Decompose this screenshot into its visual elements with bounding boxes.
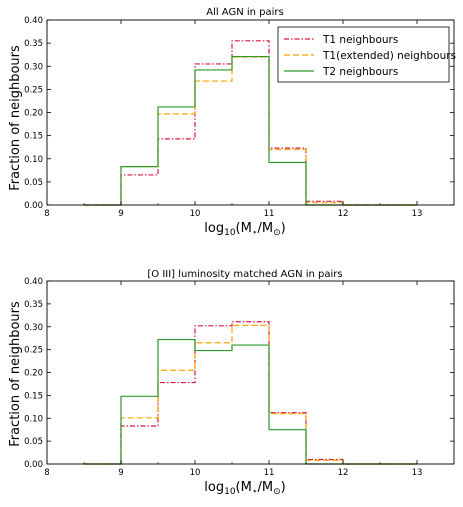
bottom-series-t1-extended-neighbours	[84, 324, 417, 465]
bottom-y-tick-label: 0.10	[24, 414, 43, 424]
top-y-tick-label: 0.25	[24, 85, 43, 95]
bottom-series-t2-neighbours	[84, 338, 417, 465]
bottom-axes-frame	[46, 280, 455, 465]
legend-label-t1: T1 neighbours	[322, 34, 398, 46]
top-panel: All AGN in pairs 8 9 10 11 12 13 0.00 0.05 0.10 0…	[8, 7, 456, 238]
bottom-x-tick-label: 9	[118, 468, 123, 478]
bottom-y-tick-label: 0.20	[24, 369, 43, 379]
bottom-y-tick-label: 0.00	[24, 460, 43, 470]
top-y-tick-label: 0.00	[24, 201, 43, 211]
legend-label-t2: T2 neighbours	[322, 66, 398, 78]
top-y-tick-label: 0.15	[24, 132, 43, 142]
top-x-tick-label: 10	[190, 209, 201, 219]
top-chart-title: All AGN in pairs	[206, 7, 284, 18]
top-y-tick-label: 0.40	[24, 16, 43, 26]
top-x-tick-label: 11	[264, 209, 275, 219]
bottom-y-tick-label: 0.30	[24, 323, 43, 333]
bottom-plot-area: 8 9 10 11 12 13 0.00 0.05 0.10 0.15 0.20 0.25 0.30 0.…	[24, 277, 455, 478]
bottom-x-tick-label: 13	[412, 468, 423, 478]
bottom-y-tick-label: 0.15	[24, 391, 43, 401]
top-plot-area: 8 9 10 11 12 13 0.00 0.05 0.10 0.15 0.20 0.25 0.30 0.…	[24, 16, 455, 219]
top-x-axis-label: log10(M⋆/M⊙)	[204, 221, 285, 238]
bottom-y-axis-label: Fraction of neighbours	[8, 301, 23, 447]
bottom-x-tick-label: 8	[44, 468, 49, 478]
bottom-y-tick-label: 0.05	[24, 437, 43, 447]
top-x-tick-label: 8	[44, 209, 49, 219]
top-y-tick-label: 0.10	[24, 155, 43, 165]
top-y-tick-label: 0.30	[24, 62, 43, 72]
bottom-x-tick-label: 12	[338, 468, 349, 478]
legend-label-t1ext: T1(extended) neighbours	[322, 50, 456, 62]
bottom-panel: [O III] luminosity matched AGN in pairs …	[8, 269, 455, 497]
bottom-x-axis-label: log10(M⋆/M⊙)	[204, 480, 285, 497]
bottom-series-t1-neighbours	[84, 321, 417, 465]
top-y-tick-label: 0.20	[24, 109, 43, 119]
bottom-chart-title: [O III] luminosity matched AGN in pairs	[147, 269, 342, 280]
bottom-x-tick-label: 11	[264, 468, 275, 478]
bottom-y-tick-label: 0.35	[24, 300, 43, 310]
top-y-tick-label: 0.05	[24, 178, 43, 188]
top-x-tick-label: 9	[118, 209, 123, 219]
top-x-tick-label: 13	[412, 209, 423, 219]
top-y-tick-label: 0.35	[24, 39, 43, 49]
bottom-x-tick-label: 10	[190, 468, 201, 478]
bottom-y-tick-label: 0.25	[24, 346, 43, 356]
top-y-axis-label: Fraction of neighbours	[8, 45, 23, 191]
bottom-y-tick-label: 0.40	[24, 277, 43, 287]
top-legend: T1 neighbours T1(extended) neighbours T2…	[277, 26, 456, 83]
top-x-tick-label: 12	[338, 209, 349, 219]
